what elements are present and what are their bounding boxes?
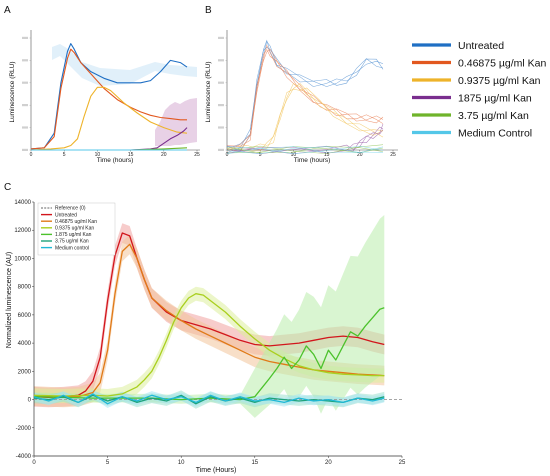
panel-b-label: B — [205, 5, 212, 16]
top-legend-label: 0.9375 µg/ml Kan — [458, 75, 541, 87]
panel-b-x-tick-label: 5 — [259, 152, 262, 158]
panel-a-purple-band — [155, 98, 197, 146]
panel-b-replicate-line-medium-control — [226, 145, 384, 155]
panel-a-x-title: Time (hours) — [97, 157, 134, 164]
panel-b-y-tick-label — [218, 148, 224, 151]
panel-a-y-title: Luminescence (RLU) — [9, 61, 16, 122]
panel-c-legend-label: 3.75 ug/ml Kan — [55, 239, 89, 245]
panel-c-y-tick-label: 12000 — [14, 228, 31, 234]
panel-c-y-tick-label: 8000 — [18, 285, 32, 291]
panel-b-x-tick-label: 0 — [226, 152, 229, 158]
panel-b-chart: 0 5 10 15 20 25 Time (hours) Luminescence (RL… — [205, 30, 398, 164]
panel-b-replicate-line-3-75-g-ml-kan — [226, 146, 384, 154]
panel-c-legend-label: Untreated — [55, 212, 77, 218]
panel-b-x-tick-label: 10 — [291, 152, 297, 158]
panel-a-chart: 0 5 10 15 20 25 Time (hours) Luminescence (RL… — [9, 30, 200, 164]
panel-c-x-tick-label: 15 — [251, 460, 258, 466]
top-legend: Untreated 0.46875 µg/ml Kan 0.9375 µg/ml K… — [412, 40, 547, 139]
panel-b-replicate-line-0-46875-g-ml-kan — [226, 48, 384, 152]
panel-b-x-title: Time (hours) — [294, 157, 331, 164]
panel-a-y-tick-label — [22, 81, 28, 84]
panel-c-legend-label: Medium control — [55, 245, 89, 251]
panel-b-y-tick-label — [218, 104, 224, 107]
panel-b-y-tick-label — [218, 81, 224, 84]
panel-c-x-tick-label: 20 — [325, 460, 332, 466]
panel-c-x-tick-label: 5 — [106, 460, 110, 466]
panel-a-x-tick-label: 25 — [194, 152, 200, 158]
panel-c-line-1-875-ug-ml-kan — [33, 307, 385, 401]
panel-c-y-tick-label: 14000 — [14, 200, 31, 206]
panel-b-replicate-line-untreated — [226, 47, 384, 152]
panel-c-x-tick-label: 0 — [32, 460, 36, 466]
panel-c-y-tick-label: 10000 — [14, 256, 31, 262]
panel-b-x-tick-label: 15 — [324, 152, 330, 158]
top-legend-label: 3.75 µg/ml Kan — [458, 110, 529, 122]
panel-b-y-tick-label — [218, 59, 224, 62]
panel-a-y-tick-label — [22, 59, 28, 62]
panel-a-x-tick-label: 10 — [95, 152, 101, 158]
panel-c-label: C — [4, 182, 11, 193]
panel-b-y-title: Luminescence (RLU) — [205, 61, 212, 122]
panel-b-replicate-line-0-46875-g-ml-kan — [226, 44, 384, 152]
panel-c-y-tick-label: 6000 — [18, 313, 32, 319]
panel-a-blue-band — [52, 44, 197, 86]
panel-b-replicate-line-medium-control — [226, 146, 384, 155]
panel-a-y-tick-label — [22, 148, 28, 151]
panel-c-legend-label: 0.9375 ug/ml Kan — [55, 226, 94, 232]
panel-b-replicate-line-untreated — [226, 40, 384, 154]
panel-c-y-title: Normalized luminescence (AU) — [6, 252, 13, 348]
top-legend-label: Medium Control — [458, 127, 532, 139]
panel-c-line-0-9375-ug-ml-kan — [33, 293, 385, 397]
panel-c-y-tick-label: -4000 — [16, 454, 32, 460]
panel-b-x-tick-label: 20 — [357, 152, 363, 158]
panel-c-y-tick-label: 4000 — [18, 341, 32, 347]
top-legend-label: 1875 µg/ml Kan — [458, 92, 532, 104]
panel-a-x-tick-label: 5 — [63, 152, 66, 158]
panel-a-x-tick-label: 20 — [161, 152, 167, 158]
panel-c-x-tick-label: 25 — [399, 460, 406, 466]
panel-c-band-0-9375-ug-ml-kan — [34, 286, 385, 404]
panel-b-x-tick-label: 25 — [390, 152, 396, 158]
panel-c-line-3-75-ug-ml-kan — [33, 394, 385, 405]
top-legend-label: 0.46875 µg/ml Kan — [458, 57, 547, 69]
panel-c-x-tick-label: 10 — [178, 460, 185, 466]
panel-a-y-tick-label — [22, 104, 28, 107]
panel-a-y-tick-label — [22, 126, 28, 129]
panel-b-y-tick-label — [218, 36, 224, 39]
panel-a-x-tick-label: 15 — [128, 152, 134, 158]
panel-c-y-tick-label: -2000 — [16, 426, 32, 432]
panel-a-line-untreated — [30, 43, 188, 150]
panel-c-legend-label: Reference (0) — [55, 206, 86, 212]
top-legend-label: Untreated — [458, 40, 504, 52]
panel-a-line-0-9375-g-ml-kan — [30, 86, 188, 151]
panel-c-line-medium-control — [33, 393, 385, 405]
panel-a-line-0-46875-g-ml-kan — [30, 48, 187, 150]
panel-c-legend-label: 1.875 ug/ml Kan — [55, 232, 92, 238]
panel-b-replicate-line-medium-control — [226, 146, 384, 154]
panel-a-x-tick-label: 0 — [30, 152, 33, 158]
panel-a-y-tick-label — [22, 36, 28, 39]
panel-c-x-title: Time (Hours) — [196, 467, 237, 474]
panel-b-y-tick-label — [218, 126, 224, 129]
panel-c-legend-label: 0.46875 ug/ml Kan — [55, 219, 97, 225]
panel-c-y-tick-label: 2000 — [18, 369, 32, 375]
panel-c-legend-box — [37, 202, 116, 256]
panel-a-label: A — [4, 5, 11, 16]
panel-c-y-tick-label: 0 — [28, 398, 32, 404]
panel-c-chart: -4000 -2000 0 2000 4000 6000 8000 10000 12000 140… — [6, 200, 406, 474]
